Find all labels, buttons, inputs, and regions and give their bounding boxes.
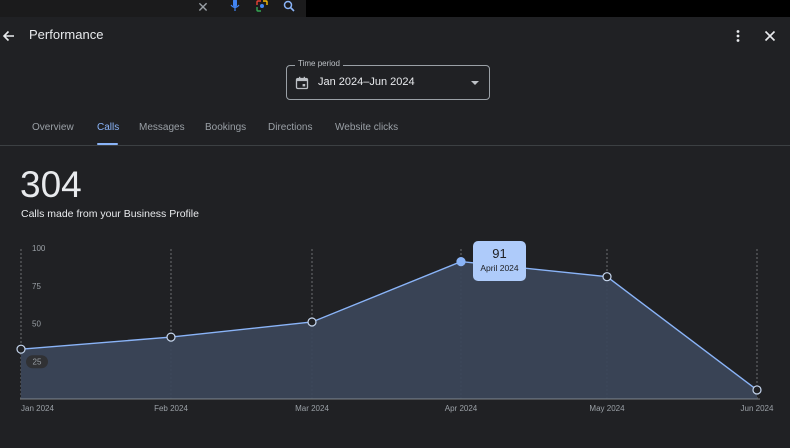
data-point-2: [307, 317, 317, 327]
total-calls-description: Calls made from your Business Profile: [21, 208, 199, 220]
data-point-5: [752, 385, 762, 395]
close-icon[interactable]: ✕: [197, 0, 209, 15]
metric-tabs: Overview Calls Messages Bookings Directi…: [0, 114, 790, 146]
calls-area-chart: 100 75 50 25 Jan 2024 Feb 2024 Mar 2024 Apr 202…: [16, 244, 774, 413]
tab-bookings[interactable]: Bookings: [205, 122, 247, 133]
y-tick-pill-25: [26, 355, 48, 369]
search-icon[interactable]: [281, 0, 297, 15]
tooltip-label: April 2024: [480, 262, 519, 273]
time-period-label: Time period: [295, 59, 343, 68]
tab-messages[interactable]: Messages: [139, 122, 185, 133]
x-tick-label-2: Mar 2024: [295, 404, 329, 413]
tab-directions[interactable]: Directions: [268, 122, 313, 133]
chevron-down-icon: [471, 81, 479, 85]
tab-overview[interactable]: Overview: [32, 122, 74, 133]
tooltip-value: 91: [492, 245, 507, 261]
tab-website-clicks[interactable]: Website clicks: [335, 122, 399, 133]
tab-calls[interactable]: Calls: [97, 122, 120, 133]
search-bar-tail: [0, 0, 306, 17]
y-tick-label-25: 25: [33, 357, 42, 366]
data-point-3: [456, 256, 466, 267]
data-point-0: [16, 344, 26, 354]
x-tick-label-0: Jan 2024: [21, 404, 54, 413]
back-button[interactable]: [0, 25, 22, 47]
more-options-button[interactable]: [727, 25, 749, 47]
lens-icon[interactable]: [254, 0, 270, 15]
close-icon: [764, 30, 776, 42]
mic-icon[interactable]: [227, 0, 243, 15]
time-period-select[interactable]: Time period Jan 2024–Jun 2024: [286, 59, 490, 100]
x-tick-label-5: Jun 2024: [741, 404, 774, 413]
series-area: [21, 261, 757, 399]
total-calls-value: 304: [20, 164, 82, 205]
active-tab-indicator: [97, 143, 118, 145]
arrow-back-icon: [2, 30, 14, 42]
calendar-icon: [295, 76, 309, 90]
more-vert-icon: [736, 30, 740, 42]
y-tick-label-75: 75: [32, 282, 41, 291]
close-button[interactable]: [759, 25, 781, 47]
series-line: [20, 260, 758, 391]
x-tick-label-1: Feb 2024: [154, 404, 188, 413]
x-tick-label-3: Apr 2024: [445, 404, 478, 413]
performance-panel: Performance Time period Jan 2024–Jun 202…: [0, 17, 790, 448]
time-period-value: Jan 2024–Jun 2024: [318, 76, 415, 88]
data-point-1: [166, 332, 176, 342]
tabs-divider: [0, 145, 790, 146]
chart-tooltip: 91 April 2024: [473, 240, 526, 281]
data-point-4: [602, 272, 612, 282]
browser-toolbar-strip: ✕: [0, 0, 790, 17]
y-tick-label-100: 100: [32, 244, 46, 253]
x-tick-label-4: May 2024: [589, 404, 625, 413]
y-tick-label-50: 50: [32, 320, 41, 329]
page-title: Performance: [29, 27, 104, 42]
